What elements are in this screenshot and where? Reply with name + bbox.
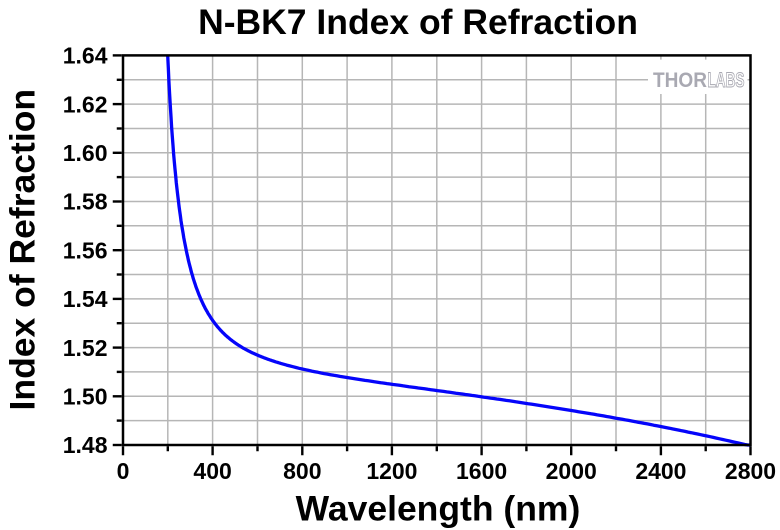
svg-text:1600: 1600 (456, 458, 507, 484)
svg-text:1.54: 1.54 (63, 286, 108, 312)
svg-text:1.64: 1.64 (63, 43, 108, 69)
svg-text:2800: 2800 (725, 458, 776, 484)
svg-text:1.60: 1.60 (63, 140, 108, 166)
svg-text:1.56: 1.56 (63, 237, 108, 263)
svg-text:400: 400 (193, 458, 231, 484)
svg-text:2400: 2400 (635, 458, 686, 484)
svg-text:THOR: THOR (653, 69, 707, 92)
svg-text:Wavelength (nm): Wavelength (nm) (296, 488, 581, 528)
svg-text:1.58: 1.58 (63, 189, 108, 215)
svg-text:LABS: LABS (708, 69, 745, 92)
svg-text:1.48: 1.48 (63, 432, 108, 458)
svg-text:0: 0 (117, 458, 130, 484)
svg-text:1.50: 1.50 (63, 384, 108, 410)
svg-text:2000: 2000 (546, 458, 597, 484)
svg-text:800: 800 (283, 458, 321, 484)
svg-text:1200: 1200 (366, 458, 417, 484)
svg-text:1.52: 1.52 (63, 335, 108, 361)
svg-text:Index of Refraction: Index of Refraction (3, 89, 43, 411)
svg-text:N-BK7 Index of Refraction: N-BK7 Index of Refraction (198, 2, 638, 42)
svg-text:1.62: 1.62 (63, 91, 108, 117)
